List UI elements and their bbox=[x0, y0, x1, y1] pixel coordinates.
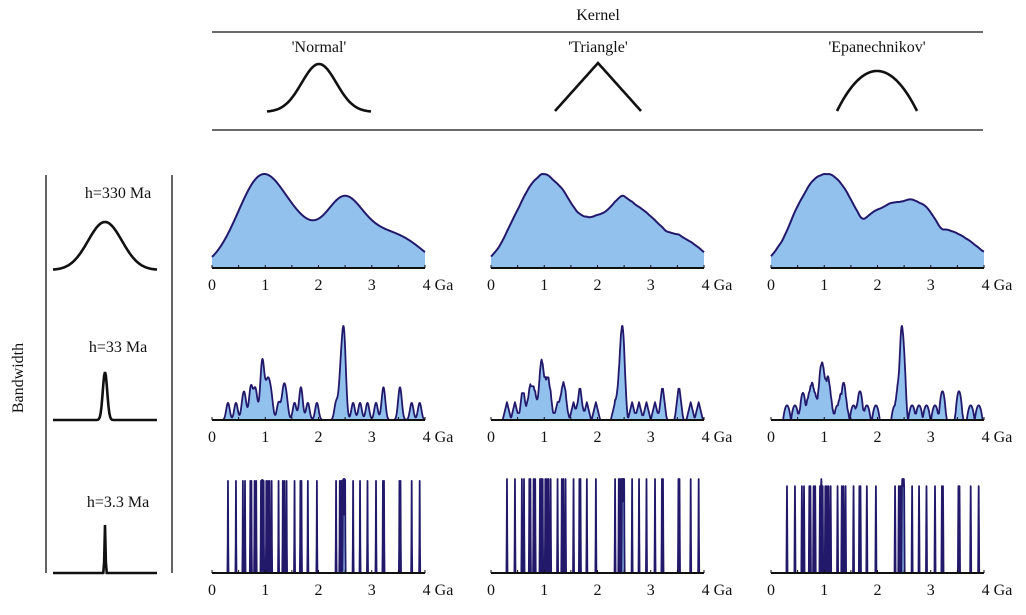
kernel-label-normal: 'Normal' bbox=[292, 39, 347, 56]
bandwidth-kernel-icon-1 bbox=[53, 371, 157, 422]
kernel-icon-epanechnikov bbox=[835, 69, 919, 112]
bandwidth-axis-label: Bandwidth bbox=[10, 343, 27, 413]
x-tick-label: 4 Ga bbox=[702, 429, 733, 446]
x-tick-label: 1 bbox=[261, 582, 269, 599]
kernel-header-label: Kernel bbox=[576, 7, 620, 24]
x-tick-label: 2 bbox=[874, 429, 882, 446]
x-tick-label: 3 bbox=[927, 429, 935, 446]
bandwidth-label-0: h=330 Ma bbox=[85, 185, 151, 202]
kernel-label-triangle: 'Triangle' bbox=[568, 39, 628, 56]
bandwidth-label-1: h=33 Ma bbox=[89, 339, 147, 356]
panel-epanechnikov-row0: 0 1 2 3 4 Ga bbox=[767, 173, 1013, 294]
x-tick-label: 0 bbox=[487, 429, 495, 446]
x-tick-label: 1 bbox=[261, 277, 269, 294]
density-curve bbox=[211, 173, 426, 258]
panel-epanechnikov-row2: 0 1 2 3 4 Ga bbox=[767, 478, 1013, 599]
panel-epanechnikov-row1: 0 1 2 3 4 Ga bbox=[767, 325, 1013, 446]
panel-triangle-row2: 0 1 2 3 4 Ga bbox=[487, 478, 733, 599]
density-fill bbox=[771, 174, 984, 268]
x-tick-label: 1 bbox=[820, 429, 828, 446]
x-tick-label: 2 bbox=[594, 429, 602, 446]
kernel-icon-normal bbox=[266, 62, 372, 113]
x-tick-label: 3 bbox=[927, 277, 935, 294]
bandwidth-kernel-icon-2 bbox=[53, 524, 157, 575]
x-tick-label: 1 bbox=[261, 429, 269, 446]
x-tick-label: 0 bbox=[487, 582, 495, 599]
density-fill bbox=[491, 174, 704, 268]
x-tick-label: 3 bbox=[647, 429, 655, 446]
x-tick-label: 0 bbox=[767, 277, 775, 294]
bandwidth-kernel-icon-0 bbox=[52, 220, 158, 271]
x-tick-label: 3 bbox=[647, 582, 655, 599]
x-tick-label: 0 bbox=[208, 582, 216, 599]
x-tick-label: 0 bbox=[767, 429, 775, 446]
x-tick-label: 4 Ga bbox=[982, 429, 1013, 446]
panel-normal-row1: 0 1 2 3 4 Ga bbox=[208, 325, 454, 446]
density-curve bbox=[770, 173, 985, 257]
x-tick-label: 3 bbox=[368, 277, 376, 294]
x-tick-label: 0 bbox=[767, 582, 775, 599]
x-tick-label: 4 Ga bbox=[423, 582, 454, 599]
x-tick-label: 3 bbox=[647, 277, 655, 294]
x-tick-label: 2 bbox=[594, 582, 602, 599]
x-tick-label: 4 Ga bbox=[702, 582, 733, 599]
density-curve bbox=[490, 173, 705, 258]
x-tick-label: 3 bbox=[927, 582, 935, 599]
x-tick-label: 4 Ga bbox=[423, 429, 454, 446]
x-tick-label: 4 Ga bbox=[423, 277, 454, 294]
kernel-label-epanechnikov: 'Epanechnikov' bbox=[828, 39, 925, 56]
density-curve bbox=[211, 478, 426, 574]
panel-normal-row2: 0 1 2 3 4 Ga bbox=[208, 478, 454, 599]
x-tick-label: 3 bbox=[368, 582, 376, 599]
density-fill bbox=[771, 326, 984, 420]
x-tick-label: 4 Ga bbox=[982, 582, 1013, 599]
kernel-icon-triangle bbox=[554, 61, 642, 112]
x-tick-label: 1 bbox=[820, 582, 828, 599]
x-tick-label: 0 bbox=[487, 277, 495, 294]
density-fill bbox=[491, 326, 704, 420]
panel-normal-row0: 0 1 2 3 4 Ga bbox=[208, 173, 454, 294]
x-tick-label: 4 Ga bbox=[982, 277, 1013, 294]
x-tick-label: 2 bbox=[594, 277, 602, 294]
x-tick-label: 2 bbox=[315, 582, 323, 599]
x-tick-label: 4 Ga bbox=[702, 277, 733, 294]
panel-triangle-row0: 0 1 2 3 4 Ga bbox=[487, 173, 733, 294]
x-tick-label: 1 bbox=[540, 429, 548, 446]
panel-triangle-row1: 0 1 2 3 4 Ga bbox=[487, 325, 733, 446]
density-fill bbox=[212, 174, 425, 268]
x-tick-label: 1 bbox=[540, 277, 548, 294]
x-tick-label: 2 bbox=[315, 429, 323, 446]
x-tick-label: 0 bbox=[208, 277, 216, 294]
x-tick-label: 0 bbox=[208, 429, 216, 446]
x-tick-label: 2 bbox=[874, 277, 882, 294]
x-tick-label: 3 bbox=[368, 429, 376, 446]
x-tick-label: 2 bbox=[315, 277, 323, 294]
density-fill bbox=[212, 326, 425, 420]
x-tick-label: 1 bbox=[540, 582, 548, 599]
density-curve bbox=[490, 478, 705, 574]
x-tick-label: 2 bbox=[874, 582, 882, 599]
density-curve bbox=[770, 478, 985, 574]
bandwidth-label-2: h=3.3 Ma bbox=[87, 494, 149, 511]
x-tick-label: 1 bbox=[820, 277, 828, 294]
